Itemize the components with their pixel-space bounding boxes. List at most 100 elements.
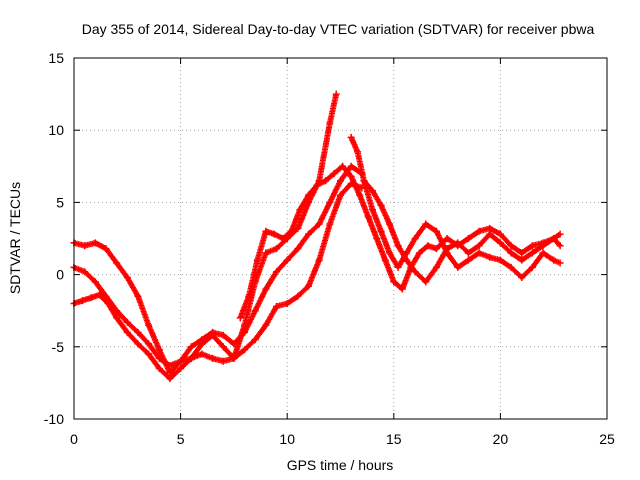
x-tick-label: 0 [70,431,78,447]
data-point [104,299,112,307]
data-point [102,245,110,253]
data-point [279,235,287,242]
data-point [91,239,99,247]
data-point [209,354,217,362]
data-point [123,273,131,281]
data-point [187,343,195,351]
data-point [443,235,451,242]
data-point [339,162,347,170]
data-point [330,170,338,178]
data-point [394,242,402,250]
y-tick-label: 0 [56,267,64,283]
data-point [81,242,89,250]
data-point [134,340,142,348]
y-tick-label: 10 [48,122,64,138]
data-point [283,256,291,264]
data-point [411,235,419,242]
data-point [356,191,364,199]
data-point [486,230,494,238]
data-point [556,242,564,250]
data-point [305,282,313,290]
data-point [332,90,340,98]
data-point [81,268,89,276]
data-point [155,364,163,372]
series-markers [71,92,339,369]
data-point [166,375,174,383]
data-point [198,350,206,358]
x-tick-label: 20 [493,431,509,447]
data-point [496,239,504,247]
data-point [155,346,163,354]
data-point [313,181,321,189]
data-point [373,235,381,242]
data-point [145,321,153,329]
data-point [386,220,394,228]
data-point [294,292,302,300]
data-point [337,177,344,185]
data-point [91,278,99,286]
data-point [134,328,142,336]
data-point [251,336,259,344]
data-point [464,235,472,242]
x-tick-label: 15 [386,431,402,447]
data-point [507,263,515,271]
data-point [230,354,238,362]
data-point [528,249,536,257]
y-tick-label: -5 [52,339,65,355]
data-point [230,340,238,348]
data-point [528,263,536,271]
data-point [364,213,372,221]
data-point [177,357,185,365]
y-tick-label: 15 [48,50,64,66]
data-point [368,206,376,214]
data-point [556,230,564,238]
data-point [315,256,323,264]
data-point [496,256,504,264]
data-point [539,242,547,250]
data-point [145,340,153,348]
data-point [432,245,440,253]
series-markers [71,180,364,382]
data-point [550,256,558,264]
data-point [518,256,526,264]
data-point [241,346,249,354]
data-point [273,245,281,253]
data-point [187,354,195,362]
data-point [443,245,451,253]
data-point [347,172,355,180]
data-point [354,148,362,156]
data-point [283,299,291,307]
data-point [113,314,121,322]
data-point [454,263,462,271]
data-point [294,245,302,253]
data-point [475,249,483,257]
series-track-6 [360,177,564,286]
data-point [377,201,385,209]
data-point [475,227,483,235]
data-point [198,340,206,348]
x-axis-label: GPS time / hours [287,457,394,473]
data-point [326,220,334,228]
data-point [177,364,185,372]
data-point [486,253,494,261]
data-point [337,191,344,199]
data-point [87,294,95,302]
data-point [305,191,313,199]
series-track-5 [347,133,564,281]
data-point [394,263,402,271]
data-point [251,307,259,315]
data-point [518,249,526,257]
data-point [360,177,368,185]
data-point [398,285,406,293]
data-point [528,242,536,250]
data-point [262,285,270,293]
data-point [326,198,334,206]
data-point [219,343,227,351]
data-point [415,249,423,257]
x-tick-label: 5 [177,431,185,447]
data-point [219,357,227,365]
data-point [403,256,411,264]
series-markers [348,134,562,281]
data-point [245,292,253,300]
